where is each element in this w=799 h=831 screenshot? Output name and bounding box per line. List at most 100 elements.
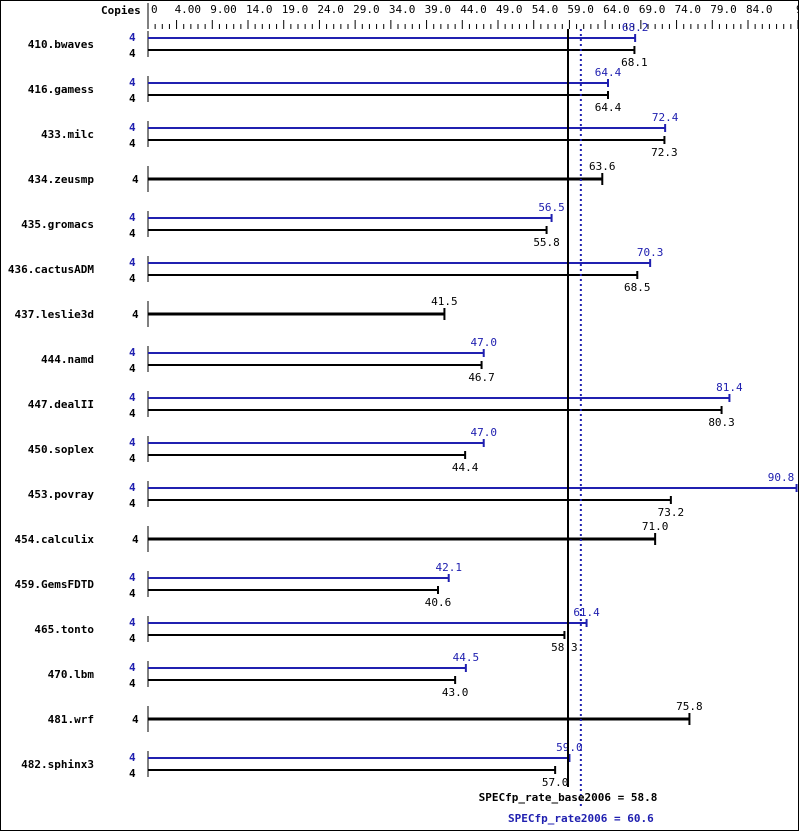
copies-base: 4 [129, 362, 136, 375]
value-label-peak: 47.0 [470, 336, 497, 349]
benchmark-label: 447.dealII [28, 398, 94, 411]
benchmark-label: 459.GemsFDTD [15, 578, 95, 591]
benchmark-label: 470.lbm [48, 668, 95, 681]
value-label-base: 44.4 [452, 461, 479, 474]
benchmark-label: 434.zeusmp [28, 173, 95, 186]
tick-label: 79.0 [710, 3, 737, 16]
copies-base: 4 [129, 92, 136, 105]
value-label-base: 72.3 [651, 146, 678, 159]
tick-label: 24.0 [317, 3, 344, 16]
benchmark-label: 433.milc [41, 128, 94, 141]
copies-base: 4 [129, 497, 136, 510]
tick-label: 84.0 [746, 3, 773, 16]
benchmark-label: 416.gamess [28, 83, 94, 96]
benchmark-label: 410.bwaves [28, 38, 94, 51]
tick-label: 91.0 [796, 3, 799, 16]
copies-base: 4 [129, 47, 136, 60]
tick-label: 34.0 [389, 3, 416, 16]
copies-base: 4 [129, 452, 136, 465]
tick-label: 74.0 [675, 3, 702, 16]
tick-label: 29.0 [353, 3, 380, 16]
tick-label: 54.0 [532, 3, 559, 16]
tick-label: 39.0 [425, 3, 452, 16]
value-label-base: 46.7 [468, 371, 495, 384]
benchmark-label: 436.cactusADM [8, 263, 94, 276]
value-label-peak: 68.2 [622, 21, 649, 34]
value-label-peak: 81.4 [716, 381, 743, 394]
copies-base: 4 [129, 407, 136, 420]
tick-label: 59.0 [567, 3, 594, 16]
tick-label: 14.0 [246, 3, 273, 16]
value-label-base: 80.3 [708, 416, 735, 429]
copies-value: 4 [132, 308, 139, 321]
value-label-peak: 72.4 [652, 111, 679, 124]
tick-label: 4.00 [175, 3, 202, 16]
copies-peak: 4 [129, 616, 136, 629]
tick-label: 64.0 [603, 3, 630, 16]
value-label-peak: 61.4 [573, 606, 600, 619]
value-label-peak: 90.8 [768, 471, 795, 484]
value-label-base: 75.8 [676, 700, 703, 713]
value-label-base: 64.4 [595, 101, 622, 114]
value-label-base: 40.6 [425, 596, 452, 609]
value-label-base: 73.2 [658, 506, 685, 519]
copies-base: 4 [129, 677, 136, 690]
copies-peak: 4 [129, 31, 136, 44]
copies-base: 4 [129, 272, 136, 285]
copies-peak: 4 [129, 76, 136, 89]
copies-value: 4 [132, 713, 139, 726]
copies-peak: 4 [129, 346, 136, 359]
benchmark-label: 453.povray [28, 488, 95, 501]
value-label-base: 41.5 [431, 295, 458, 308]
copies-peak: 4 [129, 661, 136, 674]
tick-label: 44.0 [460, 3, 487, 16]
benchmark-label: 450.soplex [28, 443, 95, 456]
benchmark-label: 444.namd [41, 353, 94, 366]
copies-base: 4 [129, 632, 136, 645]
copies-peak: 4 [129, 211, 136, 224]
value-label-base: 57.0 [542, 776, 569, 789]
tick-label: 49.0 [496, 3, 523, 16]
copies-base: 4 [129, 227, 136, 240]
copies-value: 4 [132, 173, 139, 186]
copies-value: 4 [132, 533, 139, 546]
tick-label: 0 [151, 3, 158, 16]
copies-peak: 4 [129, 121, 136, 134]
benchmark-label: 435.gromacs [21, 218, 94, 231]
reference-label-base: SPECfp_rate_base2006 = 58.8 [479, 791, 658, 804]
copies-peak: 4 [129, 391, 136, 404]
value-label-peak: 70.3 [637, 246, 664, 259]
copies-base: 4 [129, 587, 136, 600]
copies-base: 4 [129, 767, 136, 780]
value-label-peak: 42.1 [435, 561, 462, 574]
benchmark-label: 482.sphinx3 [21, 758, 94, 771]
benchmark-label: 437.leslie3d [15, 308, 94, 321]
benchmark-label: 454.calculix [15, 533, 95, 546]
copies-peak: 4 [129, 571, 136, 584]
tick-label: 9.00 [210, 3, 237, 16]
reference-label-peak: SPECfp_rate2006 = 60.6 [508, 812, 654, 825]
tick-label: 69.0 [639, 3, 666, 16]
value-label-base: 68.1 [621, 56, 648, 69]
value-label-base: 68.5 [624, 281, 651, 294]
value-label-base: 71.0 [642, 520, 669, 533]
copies-peak: 4 [129, 436, 136, 449]
value-label-peak: 47.0 [470, 426, 497, 439]
value-label-base: 58.3 [551, 641, 578, 654]
copies-peak: 4 [129, 481, 136, 494]
value-label-peak: 64.4 [595, 66, 622, 79]
value-label-base: 63.6 [589, 160, 616, 173]
tick-label: 19.0 [282, 3, 309, 16]
benchmark-label: 465.tonto [34, 623, 94, 636]
value-label-peak: 56.5 [538, 201, 565, 214]
copies-base: 4 [129, 137, 136, 150]
value-label-base: 55.8 [533, 236, 560, 249]
benchmark-label: 481.wrf [48, 713, 94, 726]
copies-header: Copies [101, 4, 141, 17]
copies-peak: 4 [129, 751, 136, 764]
value-label-peak: 59.0 [556, 741, 583, 754]
copies-peak: 4 [129, 256, 136, 269]
value-label-base: 43.0 [442, 686, 469, 699]
